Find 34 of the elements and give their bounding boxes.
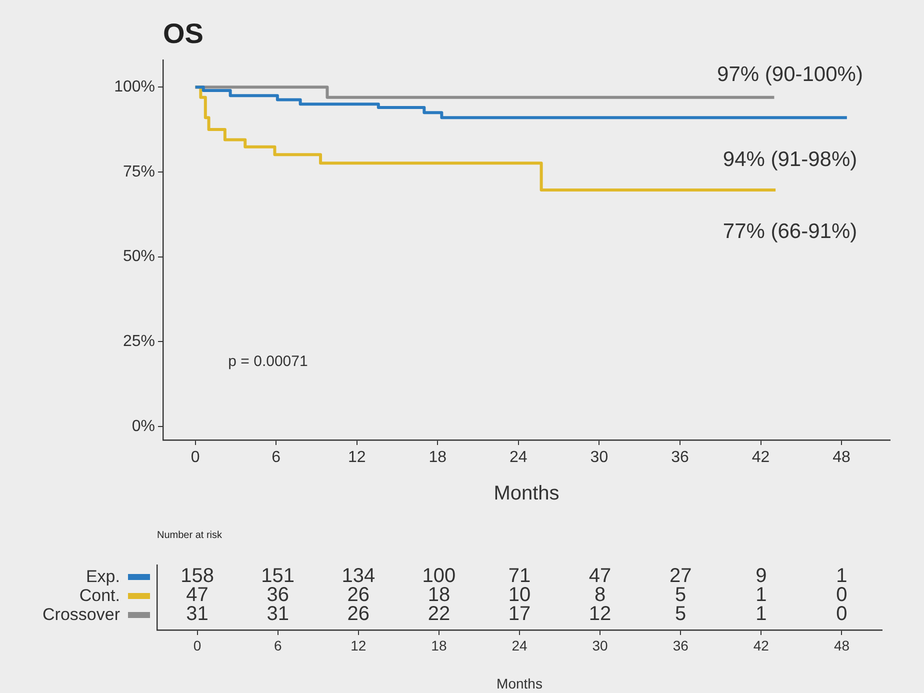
x-tick-label: 42	[752, 449, 770, 466]
y-tick-label: 0%	[132, 418, 155, 435]
x-tick-label: 0	[193, 637, 202, 654]
x-tick-label: 12	[348, 449, 366, 466]
x-tick-label: 24	[510, 449, 528, 466]
x-tick-label: 18	[428, 449, 447, 466]
annotation: 77% (66-91%)	[722, 220, 858, 243]
annotation: 94% (91-98%)	[722, 148, 858, 171]
y-tick-label: 25%	[122, 333, 155, 350]
x-tick-label: 6	[272, 449, 281, 466]
x-tick-label: 48	[832, 449, 851, 466]
x-axis-title: Months	[496, 675, 542, 692]
x-tick-label: 0	[190, 449, 200, 466]
chart-title: Number at risk	[157, 530, 222, 541]
x-tick-label: 24	[512, 637, 528, 654]
x-tick-label: 36	[671, 449, 689, 466]
x-axis-title: Months	[494, 482, 560, 505]
x-tick-label: 12	[350, 637, 366, 654]
x-tick-label: 42	[753, 637, 770, 654]
annotation: p = 0.00071	[228, 353, 308, 370]
x-tick-label: 48	[834, 637, 850, 654]
y-tick-label: 75%	[122, 163, 155, 180]
y-tick-label: Exp.	[86, 567, 120, 586]
x-tick-label: 6	[274, 637, 282, 654]
x-tick-label: 30	[590, 449, 608, 466]
y-tick-label: Crossover	[42, 605, 120, 624]
chart-title: OS	[163, 18, 204, 50]
y-tick-label: Cont.	[79, 586, 120, 606]
y-tick-label: 50%	[122, 248, 155, 266]
x-tick-label: 18	[431, 637, 447, 654]
x-tick-label: 36	[672, 637, 689, 654]
y-tick-label: 100%	[114, 78, 155, 96]
annotation: 97% (90-100%)	[717, 62, 863, 86]
x-tick-label: 30	[592, 637, 608, 654]
